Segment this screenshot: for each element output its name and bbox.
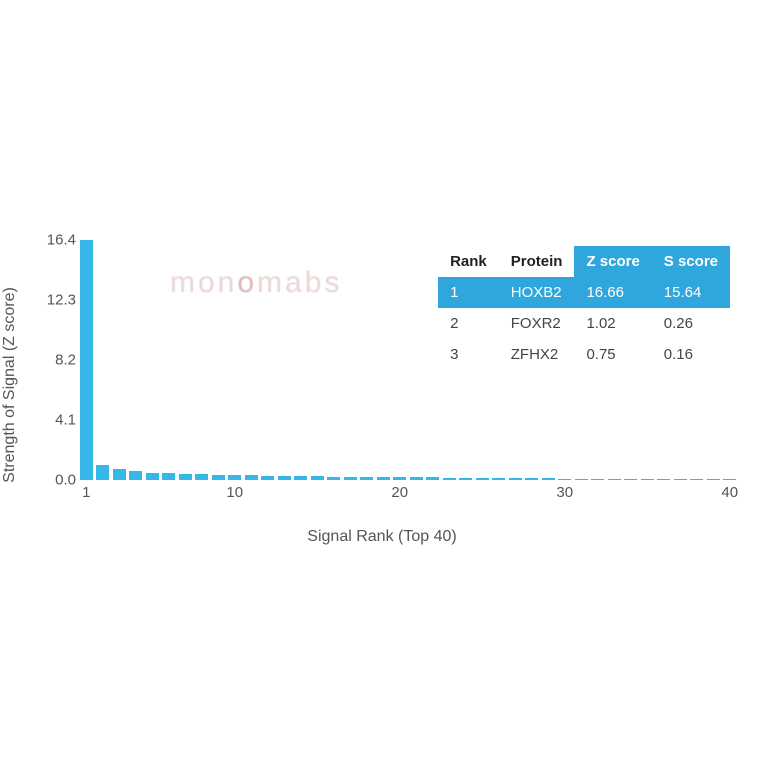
x-axis-label: Signal Rank (Top 40) [307,528,456,546]
table-cell: 0.75 [574,339,651,370]
bar [608,479,621,480]
y-tick: 16.4 [47,232,76,249]
bar [278,476,291,480]
bar [393,477,406,480]
y-tick: 4.1 [55,412,76,429]
bar [410,477,423,480]
bar [723,479,736,480]
table-cell: HOXB2 [499,277,575,308]
table-cell: 15.64 [652,277,730,308]
table-cell: 0.26 [652,308,730,339]
x-tick: 10 [226,484,243,501]
bar [674,479,687,480]
bar [476,478,489,480]
bar [657,479,670,480]
bar [525,478,538,480]
bar [443,478,456,480]
plot-area: monomabs RankProteinZ scoreS score1HOXB2… [78,240,738,480]
table-row: 1HOXB216.6615.64 [438,277,730,308]
y-tick: 8.2 [55,352,76,369]
table-row: 2FOXR21.020.26 [438,308,730,339]
bar [146,473,159,480]
bar [96,465,109,480]
bar [690,479,703,480]
bar [245,475,258,480]
table-cell: FOXR2 [499,308,575,339]
x-tick: 1 [82,484,90,501]
bar [327,477,340,481]
chart-region: Strength of Signal (Z score) 0.04.18.212… [10,230,754,540]
x-ticks: 1 10 20 30 40 [78,484,738,504]
bar [228,475,241,480]
bar [575,479,588,480]
bar [129,471,142,480]
bar [311,476,324,480]
table-cell: 1 [438,277,499,308]
bar [80,240,93,480]
bar [294,476,307,480]
table-cell: 3 [438,339,499,370]
bar [542,478,555,480]
bar [344,477,357,480]
bar [492,478,505,480]
x-tick: 40 [721,484,738,501]
signal-rank-table: RankProteinZ scoreS score1HOXB216.6615.6… [438,246,730,370]
bar [113,469,126,480]
table-cell: 0.16 [652,339,730,370]
bar [377,477,390,480]
y-tick: 0.0 [55,472,76,489]
bar [459,478,472,480]
bar [591,479,604,480]
y-tick: 12.3 [47,292,76,309]
bar [261,476,274,480]
table-cell: 16.66 [574,277,651,308]
bar [509,478,522,480]
table-cell: ZFHX2 [499,339,575,370]
table-header-cell: S score [652,246,730,277]
bar [624,479,637,480]
figure-container: Strength of Signal (Z score) 0.04.18.212… [0,0,764,764]
x-tick: 30 [556,484,573,501]
table-header-cell: Z score [574,246,651,277]
table-header-cell: Rank [438,246,499,277]
x-tick: 20 [391,484,408,501]
bar [162,473,175,480]
table-header-cell: Protein [499,246,575,277]
y-ticks: 0.04.18.212.316.4 [38,240,76,480]
table-row: 3ZFHX20.750.16 [438,339,730,370]
table-header-row: RankProteinZ scoreS score [438,246,730,277]
bar [426,477,439,480]
bar [195,474,208,480]
bar [558,479,571,480]
bar [212,475,225,480]
table-cell: 1.02 [574,308,651,339]
bar [641,479,654,480]
y-axis-label: Strength of Signal (Z score) [1,287,19,483]
bar [360,477,373,480]
bar [179,474,192,480]
table-cell: 2 [438,308,499,339]
bar [707,479,720,480]
